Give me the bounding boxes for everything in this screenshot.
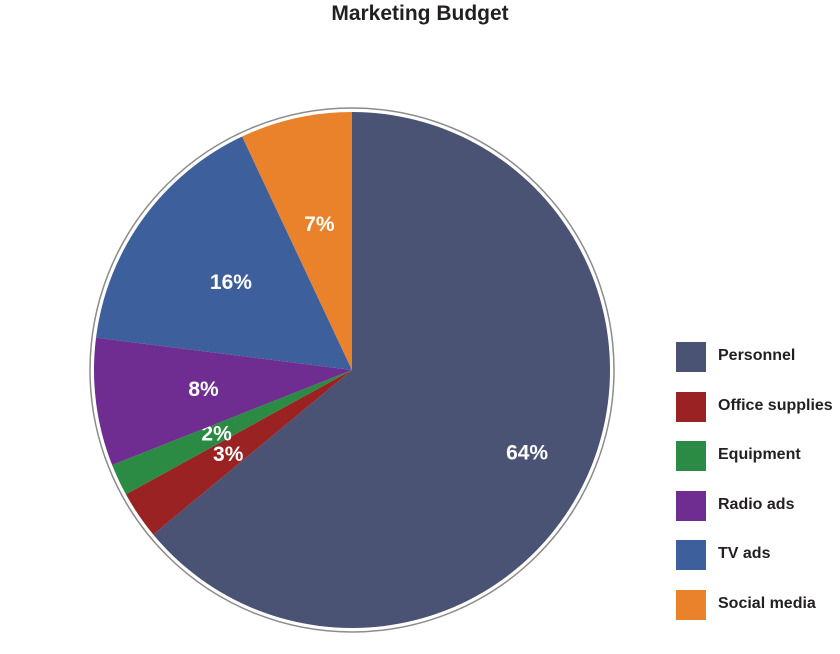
pie-slice-personnel [153,112,610,629]
data-label-office-supplies: 3% [213,443,244,466]
legend-label: Personnel [718,347,796,364]
pie-slice-equipment [112,370,352,495]
legend-label: Radio ads [718,495,795,513]
chart-title: Marketing Budget [331,2,509,25]
legend-swatch [676,540,706,571]
data-label-personnel: 64% [506,441,548,464]
pie-slice-radio-ads [93,337,352,465]
legend-swatch [676,391,706,422]
legend-swatch [676,589,706,620]
data-label-radio-ads: 8% [188,378,219,401]
data-label-social-media: 7% [304,213,335,236]
legend-label: TV ads [718,545,771,563]
legend-label: Social media [718,594,816,612]
data-label-tv-ads: 16% [210,271,252,294]
legend-label: Office supplies [718,396,833,414]
legend-swatch [676,490,706,521]
pie-slice-social-media [242,112,352,370]
legend-swatch [676,441,706,472]
legend-swatch [676,342,706,372]
data-label-equipment: 2% [201,423,232,446]
pie-slice-office-supplies [125,370,353,535]
legend-label: Equipment [718,446,801,464]
pie-slice-tv-ads [96,136,352,370]
